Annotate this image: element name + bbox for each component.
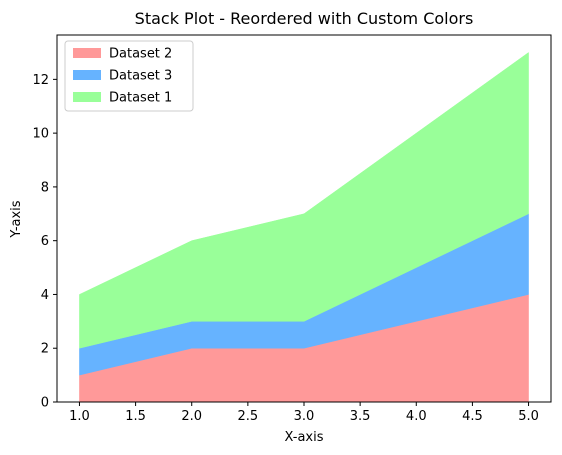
- legend-label: Dataset 1: [109, 91, 172, 106]
- legend-swatch: [73, 48, 101, 58]
- x-tick-label: 2.0: [181, 409, 202, 424]
- y-tick-label: 8: [41, 180, 49, 195]
- x-tick-label: 4.5: [462, 409, 483, 424]
- chart-title: Stack Plot - Reordered with Custom Color…: [135, 9, 474, 28]
- legend: Dataset 2 Dataset 3 Dataset 1: [64, 40, 194, 112]
- legend-label: Dataset 2: [109, 47, 172, 62]
- y-tick-label: 6: [41, 234, 49, 249]
- legend-swatch: [73, 70, 101, 80]
- y-tick-label: 2: [41, 342, 49, 357]
- x-tick-label: 1.5: [125, 409, 146, 424]
- y-axis-ticks: 0 2 4 6 8 10 12: [32, 73, 57, 411]
- x-axis-ticks: 1.0 1.5 2.0 2.5 3.0 3.5 4.0 4.5 5.0: [69, 402, 539, 424]
- x-axis-label: X-axis: [285, 430, 324, 445]
- x-tick-label: 1.0: [69, 409, 90, 424]
- y-axis-label: Y-axis: [9, 200, 24, 238]
- plot-frame: [56, 34, 552, 403]
- legend-swatch: [73, 92, 101, 102]
- y-tick-label: 12: [32, 73, 49, 88]
- x-tick-label: 3.5: [350, 409, 371, 424]
- legend-label: Dataset 3: [109, 69, 172, 84]
- x-tick-label: 2.5: [238, 409, 259, 424]
- x-tick-label: 5.0: [518, 409, 539, 424]
- x-tick-label: 4.0: [406, 409, 427, 424]
- y-tick-label: 0: [41, 396, 49, 411]
- y-tick-label: 10: [32, 127, 49, 142]
- y-tick-label: 4: [41, 288, 49, 303]
- x-tick-label: 3.0: [294, 409, 315, 424]
- area-dataset-1: [79, 51, 529, 349]
